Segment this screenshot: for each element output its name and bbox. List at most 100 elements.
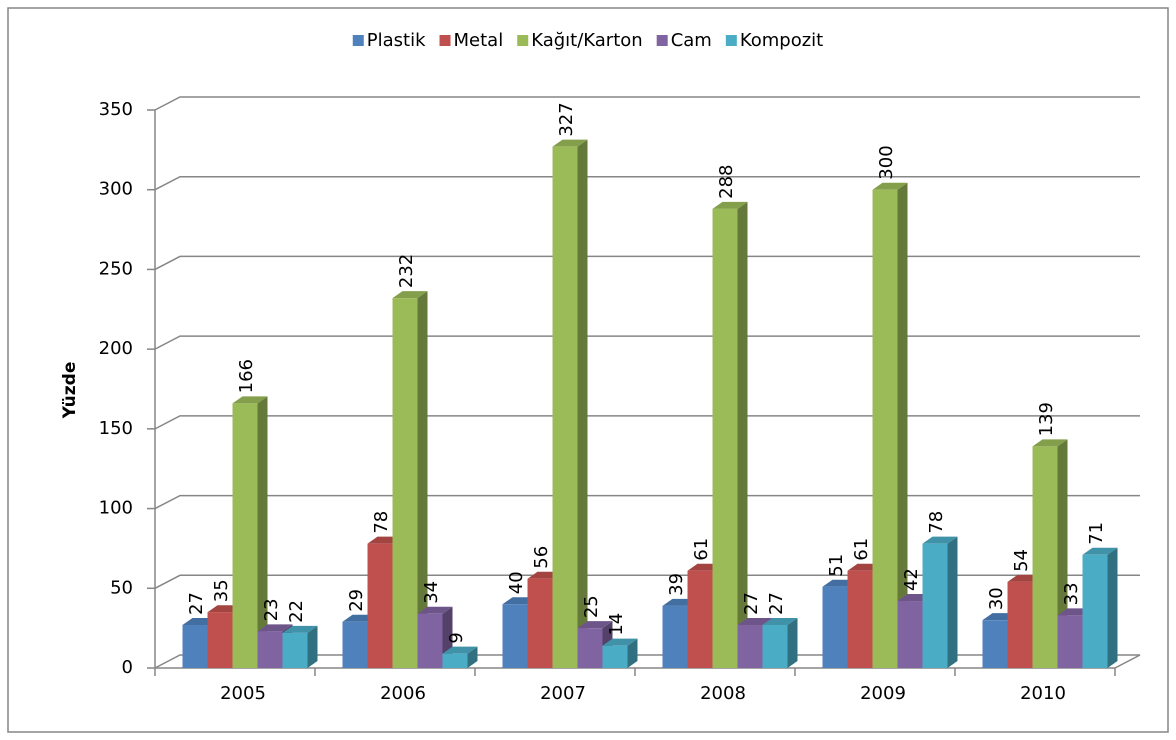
legend-marker xyxy=(517,35,529,46)
legend-label: Cam xyxy=(671,30,712,51)
data-label: 35 xyxy=(211,579,232,602)
data-label: 33 xyxy=(1061,582,1082,605)
bar xyxy=(687,570,713,668)
data-label: 9 xyxy=(446,632,467,643)
bar xyxy=(577,628,603,668)
bar-top xyxy=(1082,547,1118,555)
bar xyxy=(822,586,848,668)
legend-item: Plastik xyxy=(352,30,426,51)
bar xyxy=(1082,554,1108,668)
y-tick-label: 0 xyxy=(122,657,133,678)
data-label: 78 xyxy=(926,511,947,534)
bar xyxy=(662,605,688,668)
data-label: 71 xyxy=(1086,522,1107,545)
data-label: 27 xyxy=(186,592,207,615)
data-label: 232 xyxy=(396,254,417,288)
grid-line xyxy=(154,96,1140,111)
data-label: 39 xyxy=(666,573,687,596)
bar-side xyxy=(897,182,908,668)
bar xyxy=(922,543,948,668)
data-label: 61 xyxy=(691,538,712,561)
bar-side xyxy=(627,638,638,668)
data-label: 300 xyxy=(876,145,897,179)
grid-line xyxy=(154,574,1140,589)
bar-side xyxy=(307,625,318,668)
bar xyxy=(527,578,553,668)
data-label: 14 xyxy=(606,613,627,636)
bar-side xyxy=(417,291,428,668)
data-label: 27 xyxy=(766,592,787,615)
bar xyxy=(762,624,788,668)
bar-side xyxy=(577,139,588,668)
data-label: 54 xyxy=(1011,549,1032,572)
legend-label: Plastik xyxy=(367,30,426,51)
bar xyxy=(282,632,308,668)
bar xyxy=(847,570,873,668)
bar-side xyxy=(467,646,478,668)
bar-top xyxy=(552,139,588,147)
bar xyxy=(232,403,258,668)
bar-top xyxy=(872,182,908,190)
bar-side xyxy=(787,617,798,668)
bar xyxy=(502,604,528,668)
data-label: 51 xyxy=(826,554,847,577)
data-label: 22 xyxy=(286,600,307,623)
bar xyxy=(712,208,738,669)
data-label: 27 xyxy=(741,592,762,615)
data-label: 40 xyxy=(506,571,527,594)
x-tick-label: 2006 xyxy=(380,683,426,704)
data-label: 56 xyxy=(531,546,552,569)
bar xyxy=(417,613,443,668)
legend-marker xyxy=(725,35,737,46)
data-label: 25 xyxy=(581,595,602,618)
bar-top xyxy=(922,536,958,544)
x-tick-label: 2005 xyxy=(220,683,266,704)
bar-side xyxy=(947,536,958,668)
data-label: 166 xyxy=(236,359,257,393)
y-tick-label: 300 xyxy=(99,179,133,200)
legend-item: Cam xyxy=(656,30,712,51)
bar xyxy=(207,612,233,668)
grid-line xyxy=(154,415,1140,430)
bar-top xyxy=(442,646,478,654)
x-tick-label: 2007 xyxy=(540,683,586,704)
legend-label: Metal xyxy=(454,30,504,51)
data-label: 34 xyxy=(421,581,442,604)
bar-top xyxy=(602,638,638,646)
bar-top xyxy=(257,624,293,632)
x-tick-label: 2010 xyxy=(1020,683,1066,704)
x-tick-label: 2008 xyxy=(700,683,746,704)
data-label: 327 xyxy=(556,102,577,136)
bar xyxy=(367,543,393,668)
bar xyxy=(1032,446,1058,668)
bar xyxy=(392,298,418,668)
grid-line xyxy=(154,494,1140,510)
legend-item: Kompozit xyxy=(725,30,823,51)
bar xyxy=(1007,581,1033,668)
bar xyxy=(982,620,1008,668)
legend-label: Kompozit xyxy=(740,30,823,51)
data-label: 42 xyxy=(901,568,922,591)
data-label: 30 xyxy=(986,587,1007,610)
bar-top xyxy=(232,396,268,404)
bar xyxy=(257,631,283,668)
grid-line xyxy=(154,175,1140,191)
x-tick-label: 2009 xyxy=(860,683,906,704)
legend-item: Metal xyxy=(439,30,504,51)
data-label: 78 xyxy=(371,511,392,534)
bar-top xyxy=(282,625,318,633)
y-tick-label: 100 xyxy=(99,498,133,519)
y-axis-title: Yüzde xyxy=(60,362,80,420)
bar-side xyxy=(1107,547,1118,668)
chart-frame xyxy=(7,7,1169,733)
y-tick-label: 350 xyxy=(99,99,133,120)
y-tick-label: 200 xyxy=(99,338,133,359)
bar xyxy=(897,601,923,668)
bar xyxy=(552,146,578,668)
data-label: 23 xyxy=(261,598,282,621)
bar-top xyxy=(392,291,428,299)
legend-label: Kağıt/Karton xyxy=(531,30,642,51)
bar-top xyxy=(762,617,798,625)
bar-top xyxy=(577,621,613,629)
